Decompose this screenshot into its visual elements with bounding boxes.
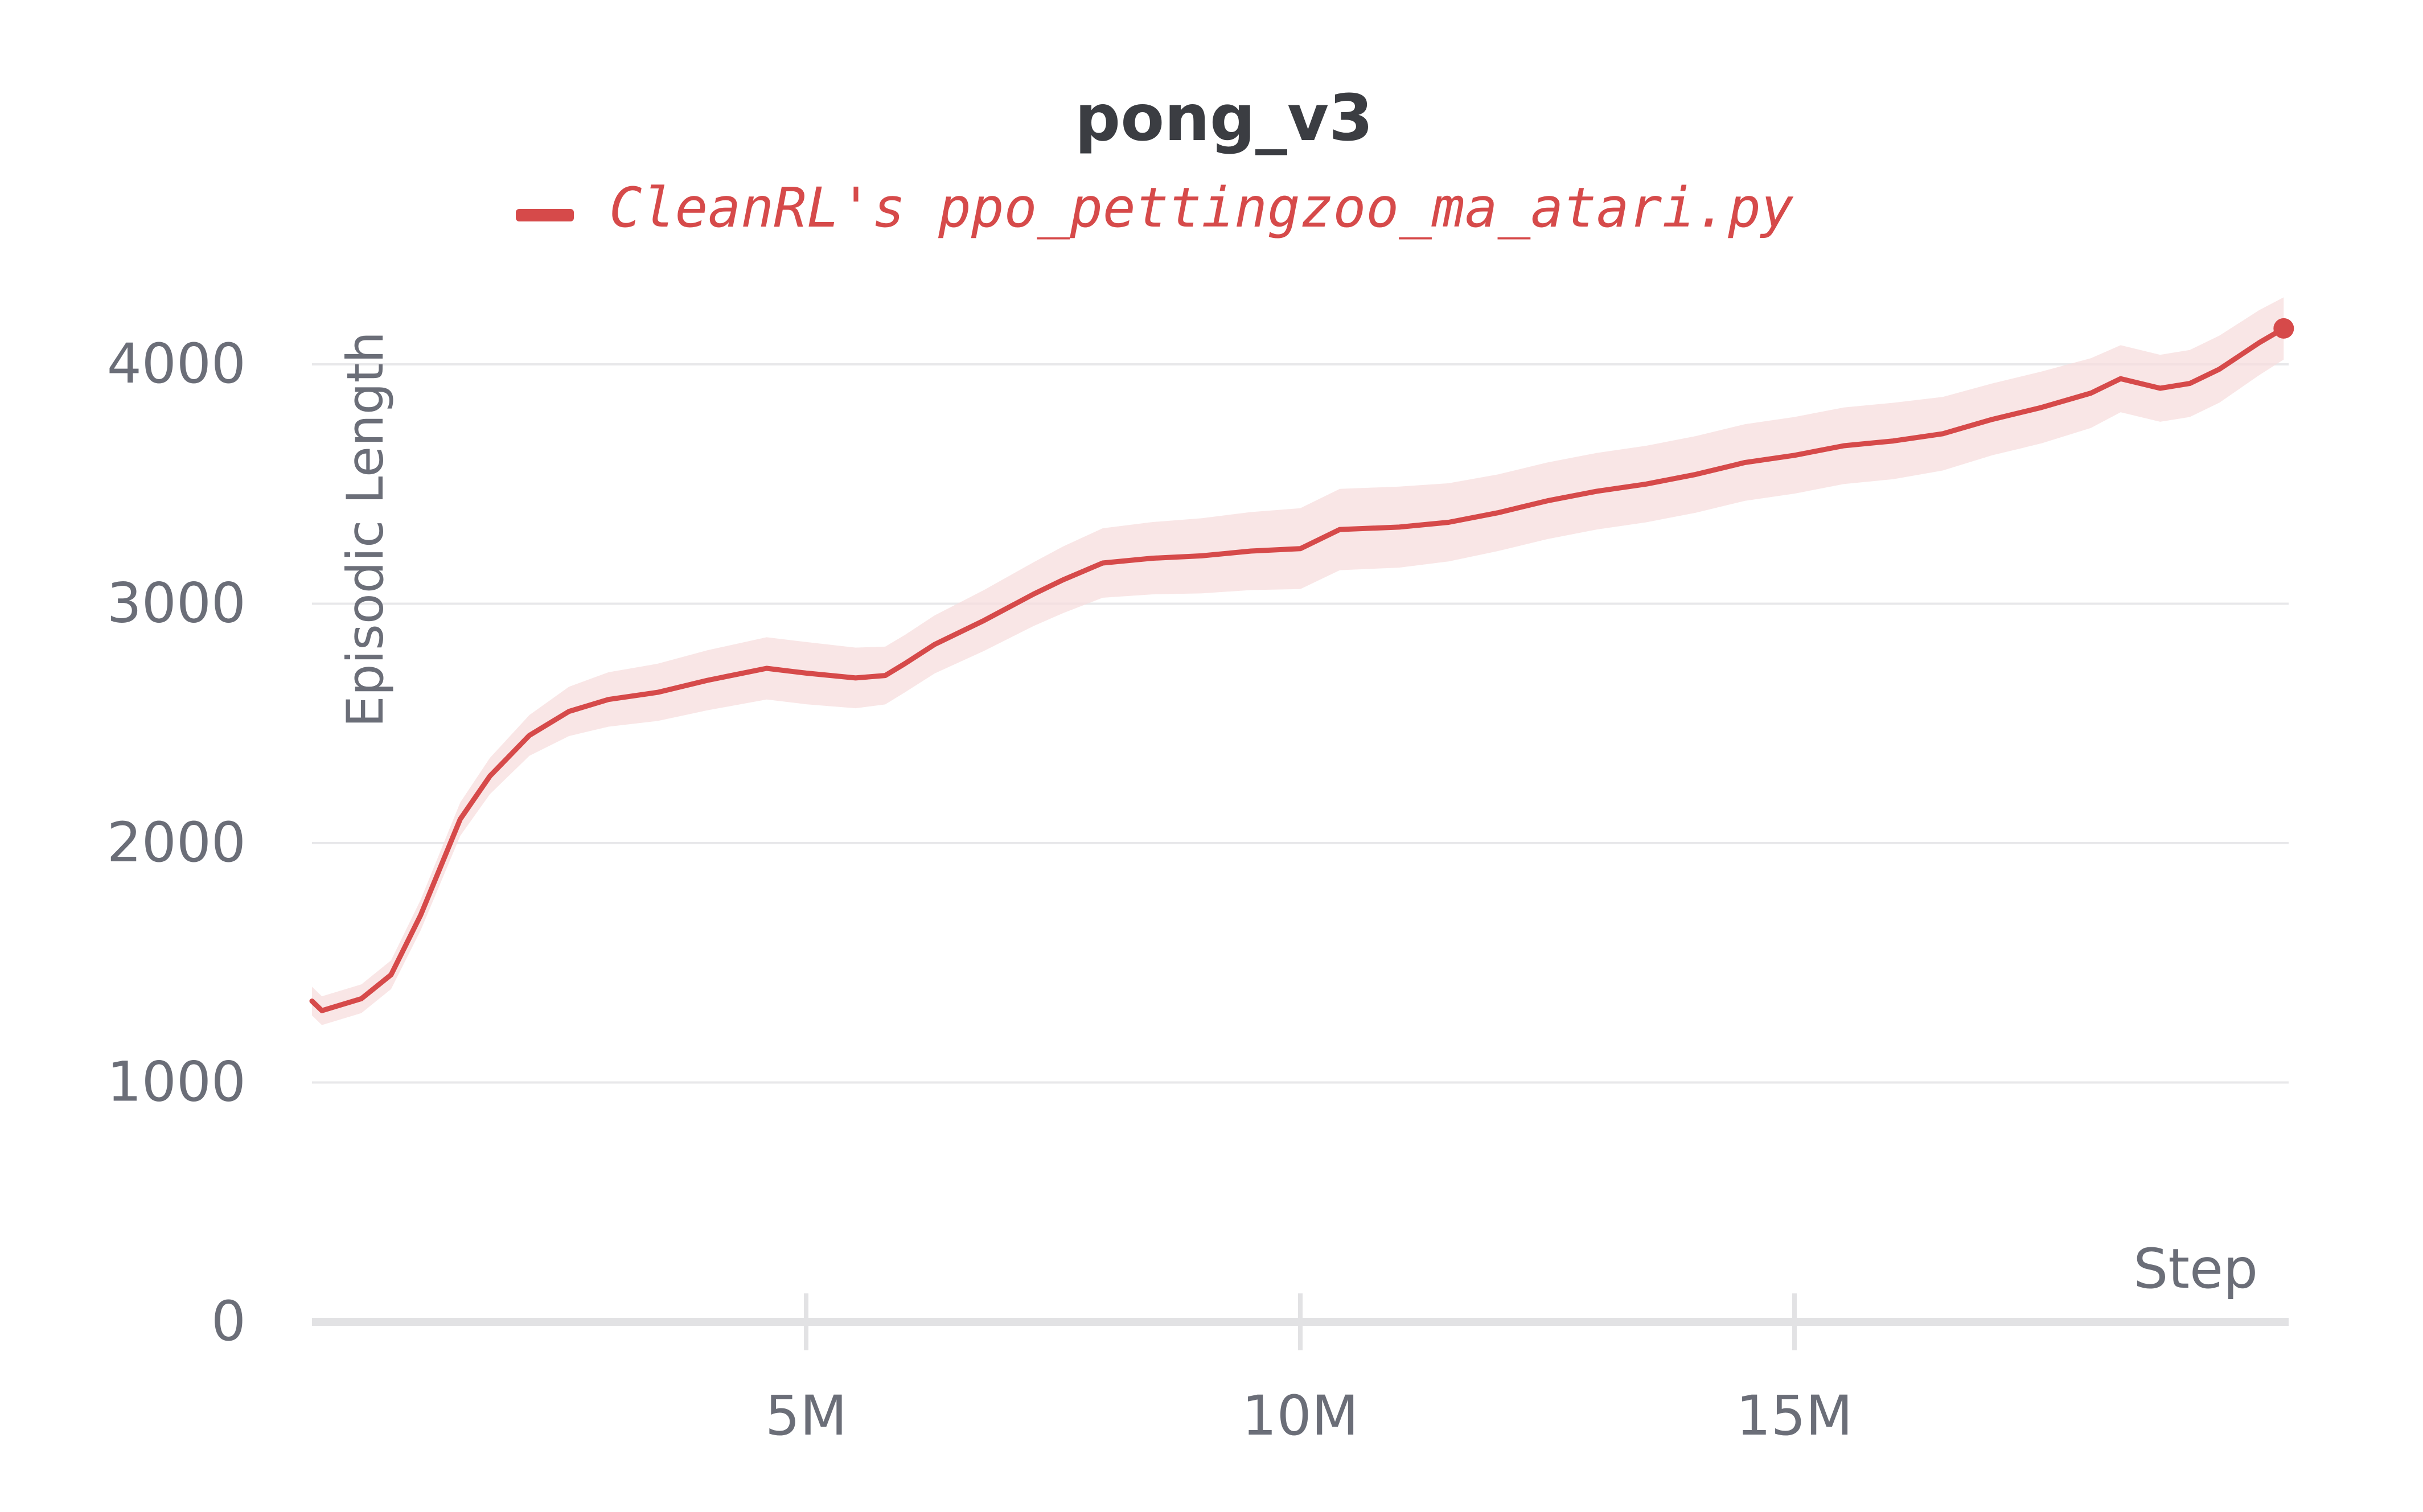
y-tick-label: 3000 [107,572,246,635]
y-tick-label: 4000 [107,332,246,396]
y-tick-label: 0 [211,1289,246,1353]
x-tick-label: 10M [1242,1384,1359,1448]
chart-title: pong_v3 [1075,81,1373,155]
x-axis-label: Step [2133,1237,2258,1301]
x-tick-label: 5M [765,1384,847,1448]
series-0-confidence-band [312,297,2284,1025]
y-axis-label: Episodic Length [336,331,395,728]
legend-label: CleanRL's ppo_pettingzoo_ma_atari.py [609,176,1794,240]
series-0-line [309,326,2286,1013]
legend: CleanRL's ppo_pettingzoo_ma_atari.py [516,176,1794,240]
y-tick-label: 1000 [107,1050,246,1114]
legend-swatch [516,209,574,221]
series-0-end-point [2273,318,2294,339]
x-tick-label: 15M [1736,1384,1853,1448]
y-tick-label: 2000 [107,811,246,874]
